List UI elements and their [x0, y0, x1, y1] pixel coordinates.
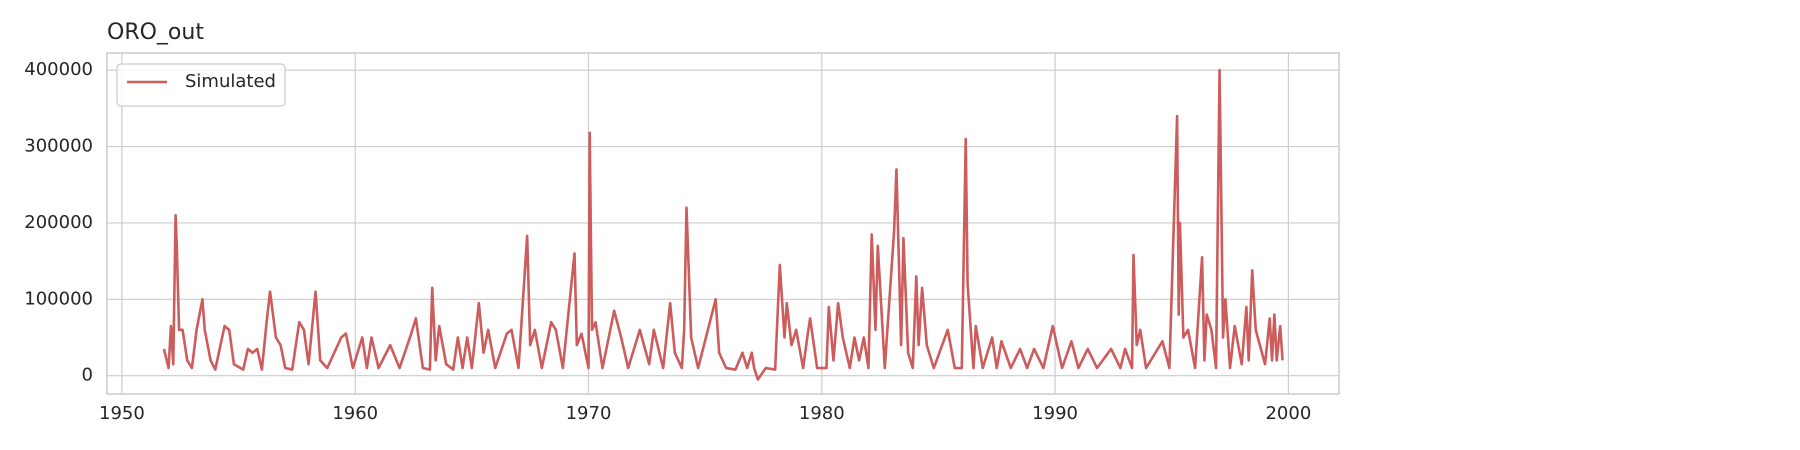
y-tick-label: 200000 — [24, 212, 93, 233]
x-tick-label: 1950 — [99, 403, 145, 424]
x-tick-label: 1960 — [332, 403, 378, 424]
y-tick-label: 100000 — [24, 288, 93, 309]
y-tick-label: 0 — [82, 365, 93, 386]
y-tick-label: 400000 — [24, 59, 93, 80]
chart-title: ORO_out — [107, 20, 204, 45]
x-tick-label: 1990 — [1032, 403, 1078, 424]
x-tick-label: 1970 — [566, 403, 612, 424]
x-tick-label: 2000 — [1265, 403, 1311, 424]
y-tick-label: 300000 — [24, 136, 93, 157]
series-line — [162, 68, 1284, 381]
x-tick-label: 1980 — [799, 403, 845, 424]
legend-box — [116, 63, 286, 107]
legend-label: Simulated — [185, 71, 276, 92]
